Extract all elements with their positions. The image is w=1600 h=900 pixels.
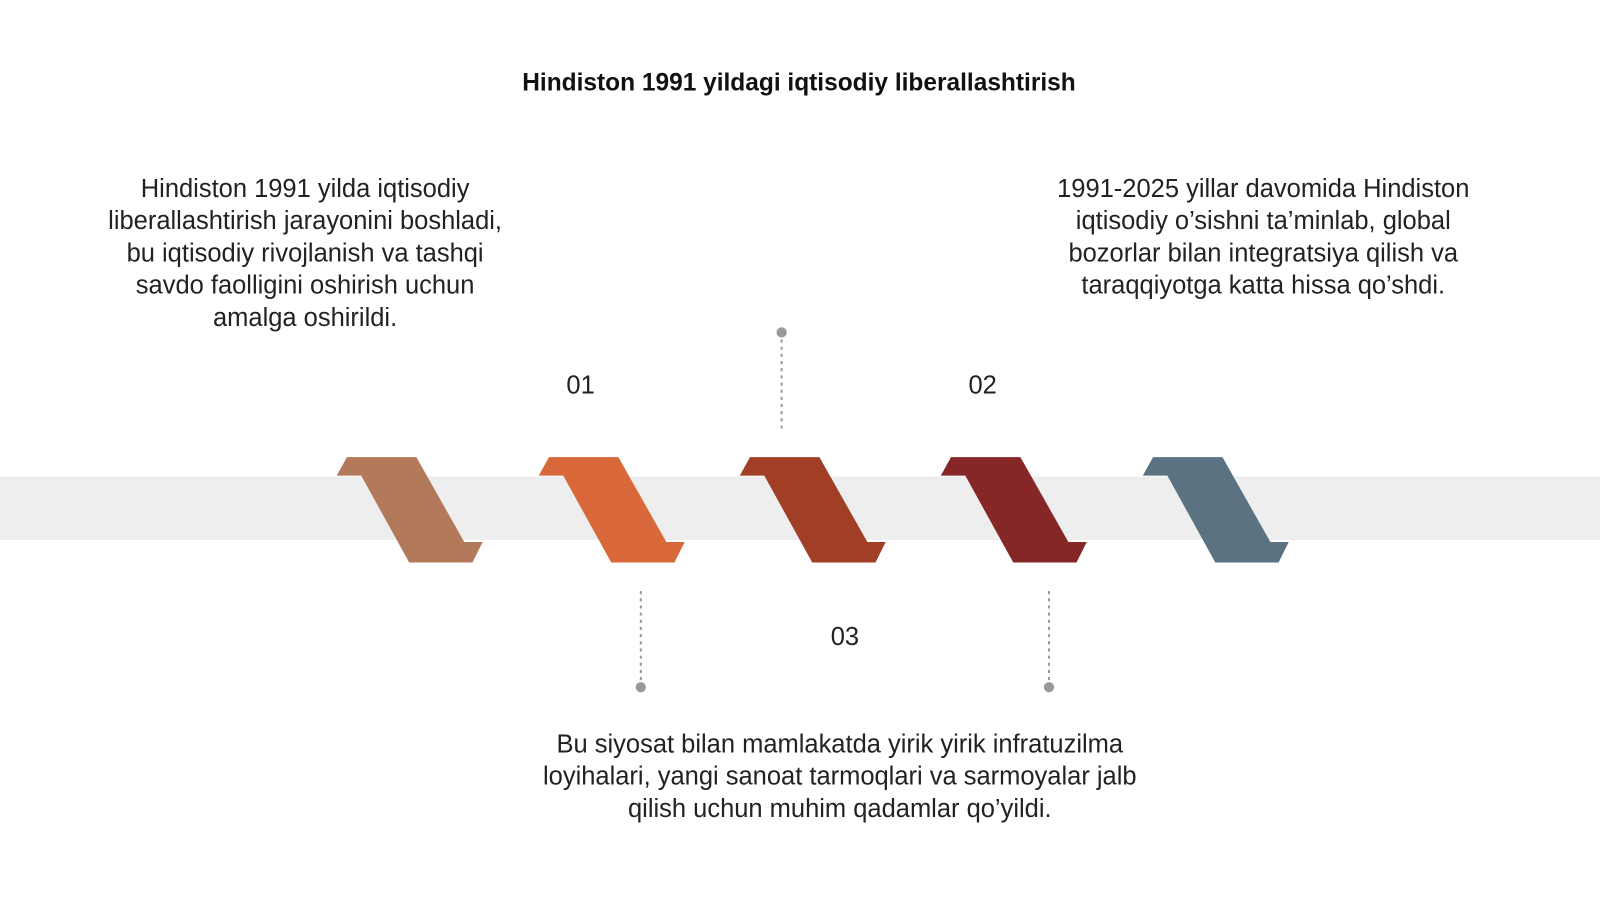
step-text-line: Bu siyosat bilan mamlakatda yirik yirik … [557,730,1124,758]
ribbon [940,457,1087,563]
step-text-line: loyihalari, yangi sanoat tarmoqlari va s… [543,763,1137,791]
connector-dot [635,682,646,693]
step-number: 01 [566,371,594,399]
ribbons [336,457,1289,563]
title: Hindiston 1991 yildagi iqtisodiy liberal… [522,69,1075,96]
step-text-line: taraqqiyotga katta hissa qo’shdi. [1081,272,1445,300]
connector-dot [776,327,787,338]
connector-dot [1043,682,1055,693]
connectors [635,327,1055,693]
step-text-line: liberallashtirish jarayonini boshladi, [108,207,502,235]
ribbon [336,457,483,563]
step-number: 02 [968,371,996,399]
step-text-line: iqtisodiy o’sishni ta’minlab, global [1076,207,1451,235]
step-text-line: savdo faolligini oshirish uchun [136,272,475,300]
step-number: 03 [831,623,859,651]
ribbon [538,457,685,563]
step-text-line: 1991-2025 yillar davomida Hindiston [1057,175,1469,203]
step-text-line: amalga oshirildi. [213,304,397,332]
ribbon [739,457,886,563]
text-blocks: Hindiston 1991 yilda iqtisodiy liberallas… [108,175,1469,823]
step-text-line: qilish uchun muhim qadamlar qo’yildi. [628,795,1052,823]
ribbon [1142,457,1289,563]
step-text-line: Hindiston 1991 yilda iqtisodiy [141,175,470,203]
step-text-line: bozorlar bilan integratsiya qilish va [1068,239,1458,267]
step-text-line: bu iqtisodiy rivojlanish va tashqi [127,239,484,267]
